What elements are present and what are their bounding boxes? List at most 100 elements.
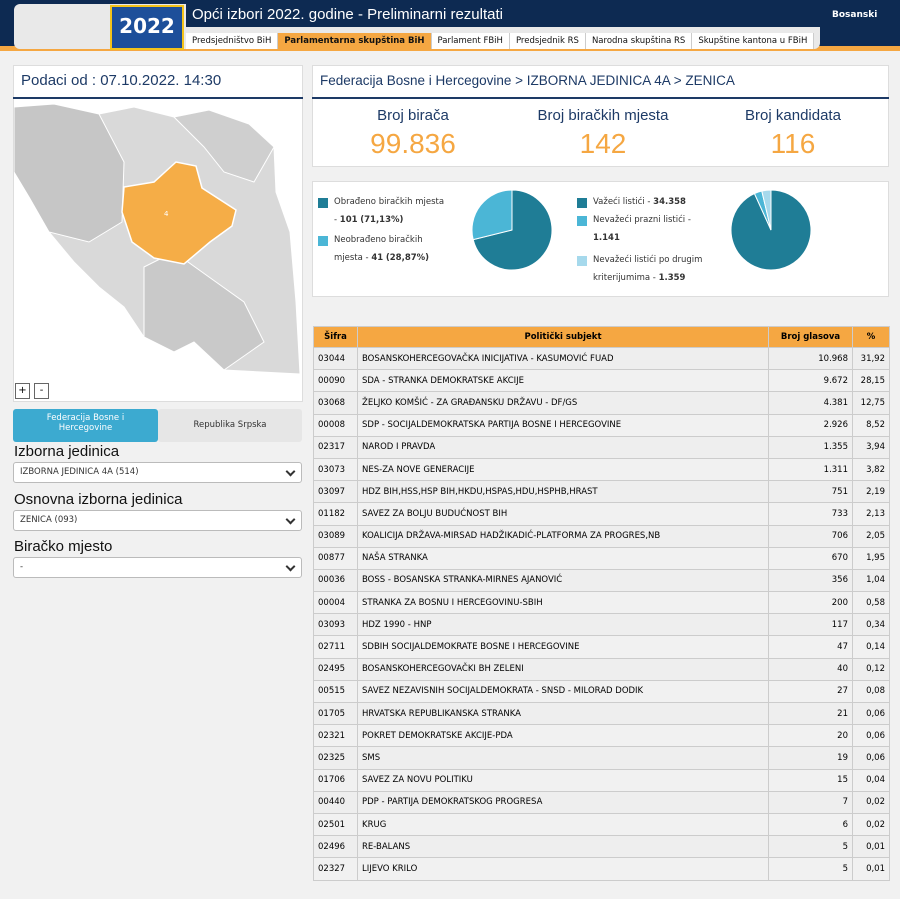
legend-swatch [318, 198, 328, 208]
table-row: 03068 ŽELJKO KOMŠIĆ - ZA GRAĐANSKU DRŽAVU… [313, 391, 890, 415]
table-cell: 02496 [313, 835, 358, 859]
table-cell: 5 [768, 857, 853, 881]
tab[interactable]: Republika Srpska [158, 409, 302, 442]
column-header: Šifra [313, 326, 358, 348]
stat: Broj kandidata 116 [698, 107, 888, 160]
table-cell: 00440 [313, 790, 358, 814]
table-row: 00036 BOSS - BOSANSKA STRANKA-MIRNES AJAN… [313, 568, 890, 593]
language[interactable]: Bosanski [832, 10, 878, 20]
table-row: 01705 HRVATSKA REPUBLIKANSKA STRANKA 21 0,0… [313, 701, 890, 726]
table-cell: NES-ZA NOVE GENERACIJE [357, 457, 769, 482]
table-cell: 03093 [313, 613, 358, 637]
table-cell: HRVATSKA REPUBLIKANSKA STRANKA [357, 701, 769, 726]
field-label: Izborna jedinica [14, 443, 120, 460]
logo: 2022 [110, 5, 184, 50]
zoom-in[interactable]: + [15, 383, 30, 399]
title-band [186, 4, 820, 27]
divider [312, 97, 889, 99]
stat-value: 142 [579, 128, 627, 159]
nav-tab[interactable]: Predsjednik RS [509, 33, 586, 49]
legend-swatch [318, 236, 328, 246]
table-cell: 00004 [313, 591, 358, 615]
table-row: 02711 SDBIH SOCIJALDEMOKRATE BOSNE I HERC… [313, 635, 890, 659]
table-cell: 1,95 [852, 546, 890, 570]
map-selected-region[interactable] [121, 161, 237, 265]
stat-label: Broj birača [377, 107, 449, 124]
legend-value: 41 [371, 253, 384, 263]
table-row: 01182 SAVEZ ZA BOLJU BUDUĆNOST BIH 733 2,13 [313, 502, 890, 526]
nav-tab[interactable]: Narodna skupština RS [585, 33, 693, 49]
table-cell: 00008 [313, 413, 358, 437]
map-region [172, 109, 275, 183]
nav-tab[interactable]: Parlament FBiH [431, 33, 510, 49]
stat: Broj birača 99.836 [318, 107, 508, 160]
map-label: 4 [164, 210, 169, 218]
table-cell: 00036 [313, 568, 358, 593]
table-cell: 0,06 [852, 701, 890, 726]
table-cell: 19 [768, 746, 853, 770]
table-cell: 0,02 [852, 790, 890, 814]
map-region [14, 103, 125, 243]
zoom-out[interactable]: - [34, 383, 49, 399]
table-cell: KOALICIJA DRŽAVA-MIRSAD HADŽIKADIĆ-PLATF… [357, 524, 769, 548]
table-cell: 1.311 [768, 457, 853, 482]
select[interactable]: - [13, 557, 302, 578]
legend-label: Neobrađeno biračkih mjesta - [334, 235, 423, 263]
table-cell: 2,13 [852, 502, 890, 526]
legend-value: 1.359 [658, 273, 686, 283]
table-row: 03044 BOSANSKOHERCEGOVAČKA INICIJATIVA - … [313, 346, 890, 371]
select[interactable]: IZBORNA JEDINICA 4A (514) [13, 462, 302, 483]
table-cell: 200 [768, 591, 853, 615]
table-row: 02496 RE-BALANS 5 0,01 [313, 835, 890, 859]
table-row: 00008 SDP - SOCIJALDEMOKRATSKA PARTIJA BO… [313, 413, 890, 437]
table-row: 03073 NES-ZA NOVE GENERACIJE 1.311 3,82 [313, 457, 890, 482]
table-cell: 03089 [313, 524, 358, 548]
table-row: 02321 POKRET DEMOKRATSKE AKCIJE-PDA 20 0,06 [313, 724, 890, 748]
table-cell: 2,19 [852, 480, 890, 504]
nav-tab[interactable]: Parlamentarna skupština BiH [278, 33, 432, 49]
table-cell: 4.381 [768, 391, 853, 415]
table-cell: 00515 [313, 679, 358, 704]
table-cell: 0,04 [852, 768, 890, 792]
table-cell: 0,01 [852, 857, 890, 881]
table-row: 02325 SMS 19 0,06 [313, 746, 890, 770]
pie-slice [761, 189, 772, 231]
divider [13, 97, 303, 99]
table-cell: 0,01 [852, 835, 890, 859]
table-cell: 117 [768, 613, 853, 637]
table-row: 02327 LIJEVO KRILO 5 0,01 [313, 857, 890, 881]
legend-swatch [577, 216, 587, 226]
table-cell: 02501 [313, 812, 358, 837]
table-cell: 40 [768, 657, 853, 681]
table-cell: 3,94 [852, 435, 890, 459]
select[interactable]: ZENICA (093) [13, 510, 302, 531]
table-row: 02501 KRUG 6 0,02 [313, 812, 890, 837]
column-header: % [852, 326, 890, 348]
legend-item: Obrađeno biračkih mjesta - 101 (71,13%) [318, 193, 448, 229]
table-cell: 21 [768, 701, 853, 726]
legend-value: 34.358 [653, 197, 686, 207]
table-row: 00090 SDA - STRANKA DEMOKRATSKE AKCIJE 9.6… [313, 369, 890, 393]
nav-tab[interactable]: Skupštine kantona u FBiH [692, 33, 815, 49]
stat-value: 99.836 [370, 128, 456, 159]
table-cell: SAVEZ NEZAVISNIH SOCIJALDEMOKRATA - SNSD… [357, 679, 769, 704]
pie-slice [471, 189, 513, 241]
table-cell: 751 [768, 480, 853, 504]
stat-label: Broj kandidata [745, 107, 841, 124]
table-cell: 00090 [313, 369, 358, 393]
table-cell: 03044 [313, 346, 358, 371]
legend-share: (71,13%) [360, 215, 404, 225]
nav-tab[interactable]: Predsjedništvo BiH [186, 33, 279, 49]
table-cell: SDA - STRANKA DEMOKRATSKE AKCIJE [357, 369, 769, 393]
table-cell: RE-BALANS [357, 835, 769, 859]
table-cell: 12,75 [852, 391, 890, 415]
tab-active[interactable]: Federacija Bosne i Hercegovine [13, 409, 158, 442]
table-cell: HDZ 1990 - HNP [357, 613, 769, 637]
table-cell: 0,58 [852, 591, 890, 615]
legend-item: Važeći listići - 34.358 [577, 193, 707, 211]
table-cell: BOSANSKOHERCEGOVAČKA INICIJATIVA - KASUM… [357, 346, 769, 371]
table-cell: 15 [768, 768, 853, 792]
table-cell: 356 [768, 568, 853, 593]
table-cell: 28,15 [852, 369, 890, 393]
